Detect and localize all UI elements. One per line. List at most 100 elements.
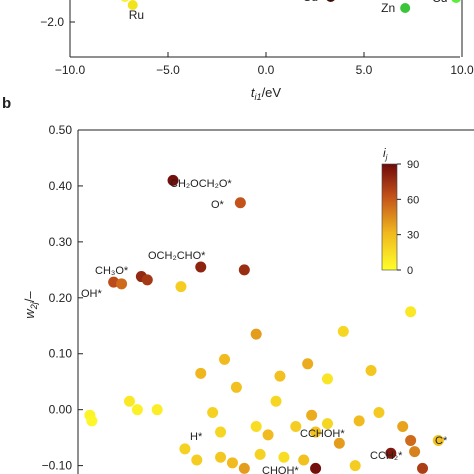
colorbar-tick-label: 30	[407, 230, 419, 242]
annotation-c: C*	[435, 435, 448, 447]
panel-a-x-tick-label: −10.0	[55, 63, 86, 77]
panel-b-y-tick-label: 0.10	[49, 347, 73, 361]
colorbar-tick-label: 0	[407, 265, 413, 277]
panel-b-point	[254, 448, 266, 460]
panel-b-point	[141, 274, 153, 286]
panel-b-point	[167, 174, 179, 186]
panel-b-point	[302, 358, 314, 370]
colorbar-tick-label: 90	[407, 159, 419, 171]
panel-b-point	[306, 409, 318, 421]
annotation-h: H*	[190, 431, 203, 443]
panel-b-points	[84, 174, 444, 474]
panel-a-point-label: Zn	[381, 1, 395, 15]
panel-b-point	[226, 457, 238, 469]
panel-a-x-tick-label: 0.0	[258, 63, 275, 77]
panel-a-x-tick-label: 10.0	[450, 63, 474, 77]
panel-b-point	[385, 447, 397, 459]
panel-b-point	[274, 370, 286, 382]
panel-b-y-tick-label: 0.00	[49, 403, 73, 417]
panel-b-y-tick-label: −0.10	[42, 459, 73, 473]
panel-b-point	[321, 373, 333, 385]
panel-b-point	[215, 451, 227, 463]
panel-b: b 0.50 0.40 0.30 0.20 0.10 0.00 −0.10 w2j/– CH…	[2, 95, 474, 474]
panel-b-point	[207, 406, 219, 418]
panel-b-point	[432, 434, 444, 446]
panel-b-point	[405, 434, 417, 446]
annotation-choh: CHOH*	[262, 465, 299, 474]
panel-b-point	[405, 306, 417, 318]
panel-b-point	[215, 426, 227, 438]
panel-b-point	[250, 328, 262, 340]
panel-a-x-tick-label: −5.0	[156, 63, 180, 77]
panel-b-point	[373, 406, 385, 418]
panel-b-point	[151, 404, 163, 416]
panel-b-point	[175, 281, 187, 293]
panel-b-point	[195, 367, 207, 379]
panel-b-point	[397, 420, 409, 432]
panel-a-point-ru	[127, 0, 138, 10]
panel-b-point	[365, 365, 377, 377]
panel-a-point-zn	[400, 3, 411, 13]
panel-a: −2.0 −10.0−5.00.05.010.0 OsRuNiCuZnCd ti…	[40, 0, 474, 102]
panel-b-point	[321, 418, 333, 430]
annotation-o: O*	[211, 199, 225, 211]
panel-a-x-axis-title: ti1/eV	[251, 85, 281, 102]
panel-a-x-ticks: −10.0 −5.0 0.0 5.0 10.0	[55, 52, 474, 77]
panel-b-y-tick-label: 0.50	[49, 123, 73, 137]
panel-b-point	[234, 197, 246, 209]
panel-b-point	[179, 443, 191, 455]
panel-b-point	[310, 426, 322, 438]
panel-b-point	[250, 420, 262, 432]
panel-b-point	[238, 264, 250, 276]
panel-a-point-label: Cd	[432, 0, 447, 5]
colorbar-title: ij	[383, 146, 388, 162]
colorbar-ticks: 90 60 30 0	[397, 159, 419, 277]
panel-b-point	[333, 437, 345, 449]
panel-b-point	[195, 261, 207, 273]
annotation-oh: OH*	[81, 288, 103, 300]
panel-b-point	[219, 353, 231, 365]
panel-b-y-ticks: 0.50 0.40 0.30 0.20 0.10 0.00 −0.10	[42, 123, 83, 473]
panel-b-point	[298, 454, 310, 466]
colorbar: ij 90 60 30 0	[381, 146, 419, 277]
panel-b-point	[270, 395, 282, 407]
panel-b-point	[116, 278, 128, 290]
colorbar-tick-label: 60	[407, 194, 419, 206]
colorbar-gradient	[381, 163, 398, 271]
panel-a-point-cd	[451, 0, 461, 3]
panel-a-point-label: Cu	[303, 0, 318, 4]
panel-b-point	[230, 381, 242, 393]
panel-a-point-os	[120, 0, 129, 2]
panel-a-point-label: Ru	[129, 8, 144, 22]
panel-b-point	[337, 325, 349, 337]
panel-a-points: OsRuNiCuZnCd	[120, 0, 461, 22]
panel-b-point	[238, 462, 250, 474]
panel-b-annotations: CH₂OCH₂O* O* OCH₂CHO* CH₃O* OH* H* CCHOH…	[81, 178, 448, 474]
panel-a-y-tick-label: −2.0	[40, 15, 64, 29]
panel-b-y-tick-label: 0.20	[49, 291, 73, 305]
panel-b-point	[409, 446, 421, 458]
panel-a-point-cu	[326, 0, 335, 2]
panel-a-x-tick-label: 5.0	[356, 63, 373, 77]
panel-b-y-axis-title: w2j/–	[22, 291, 39, 319]
panel-b-point	[86, 415, 98, 427]
annotation-cch2: CCH₂*	[370, 450, 403, 462]
annotation-ch2och2o: CH₂OCH₂O*	[170, 178, 232, 190]
panel-a-y-ticks: −2.0	[40, 15, 75, 29]
panel-b-point	[278, 451, 290, 463]
annotation-cchoh: CCHOH*	[300, 428, 345, 440]
panel-b-point	[123, 395, 135, 407]
annotation-ch3o: CH₃O*	[95, 265, 129, 277]
panel-b-point	[349, 460, 361, 472]
panel-b-y-tick-label: 0.30	[49, 235, 73, 249]
panel-b-point	[353, 415, 365, 427]
panel-b-label: b	[2, 95, 11, 112]
panel-b-point	[417, 462, 429, 474]
panel-b-point	[262, 429, 274, 441]
panel-b-point	[310, 462, 322, 474]
panel-b-y-tick-label: 0.40	[49, 179, 73, 193]
panel-b-point	[290, 420, 302, 432]
panel-b-point	[191, 454, 203, 466]
panel-b-point	[131, 404, 143, 416]
